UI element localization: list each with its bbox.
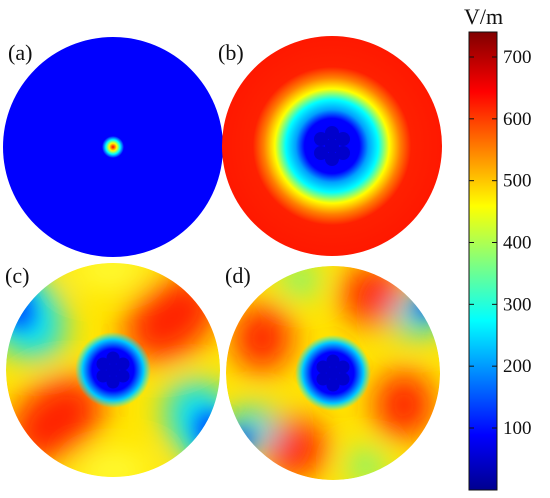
colorbar-tick-label: 300 bbox=[503, 294, 532, 315]
panel-b: (b) bbox=[218, 36, 442, 256]
panel-a: (a) bbox=[3, 37, 223, 257]
panel-d-label: (d) bbox=[225, 263, 251, 288]
colorbar-tick-label: 100 bbox=[503, 418, 532, 439]
colorbar-tick-label: 200 bbox=[503, 356, 532, 377]
colorbar: V/m 100 200 300 400 500 600 700 bbox=[464, 4, 532, 491]
colorbar-tick-label: 400 bbox=[503, 233, 532, 254]
panel-d-core bbox=[313, 353, 353, 393]
panel-a-center-spot bbox=[102, 136, 124, 158]
panel-c-label: (c) bbox=[5, 263, 29, 288]
colorbar-ticks: 100 200 300 400 500 600 700 bbox=[469, 47, 532, 439]
panel-c: (c) bbox=[5, 263, 220, 477]
colorbar-tick-label: 500 bbox=[503, 171, 532, 192]
colorbar-gradient bbox=[468, 31, 498, 491]
panel-c-core bbox=[93, 350, 133, 390]
panel-a-label: (a) bbox=[8, 40, 32, 65]
panel-d: (d) bbox=[225, 263, 440, 480]
colorbar-tick-label: 700 bbox=[503, 47, 532, 68]
panel-b-label: (b) bbox=[218, 40, 244, 65]
colorbar-tick-label: 600 bbox=[503, 109, 532, 130]
colorbar-unit-label: V/m bbox=[464, 4, 503, 29]
panel-b-core bbox=[310, 124, 354, 168]
